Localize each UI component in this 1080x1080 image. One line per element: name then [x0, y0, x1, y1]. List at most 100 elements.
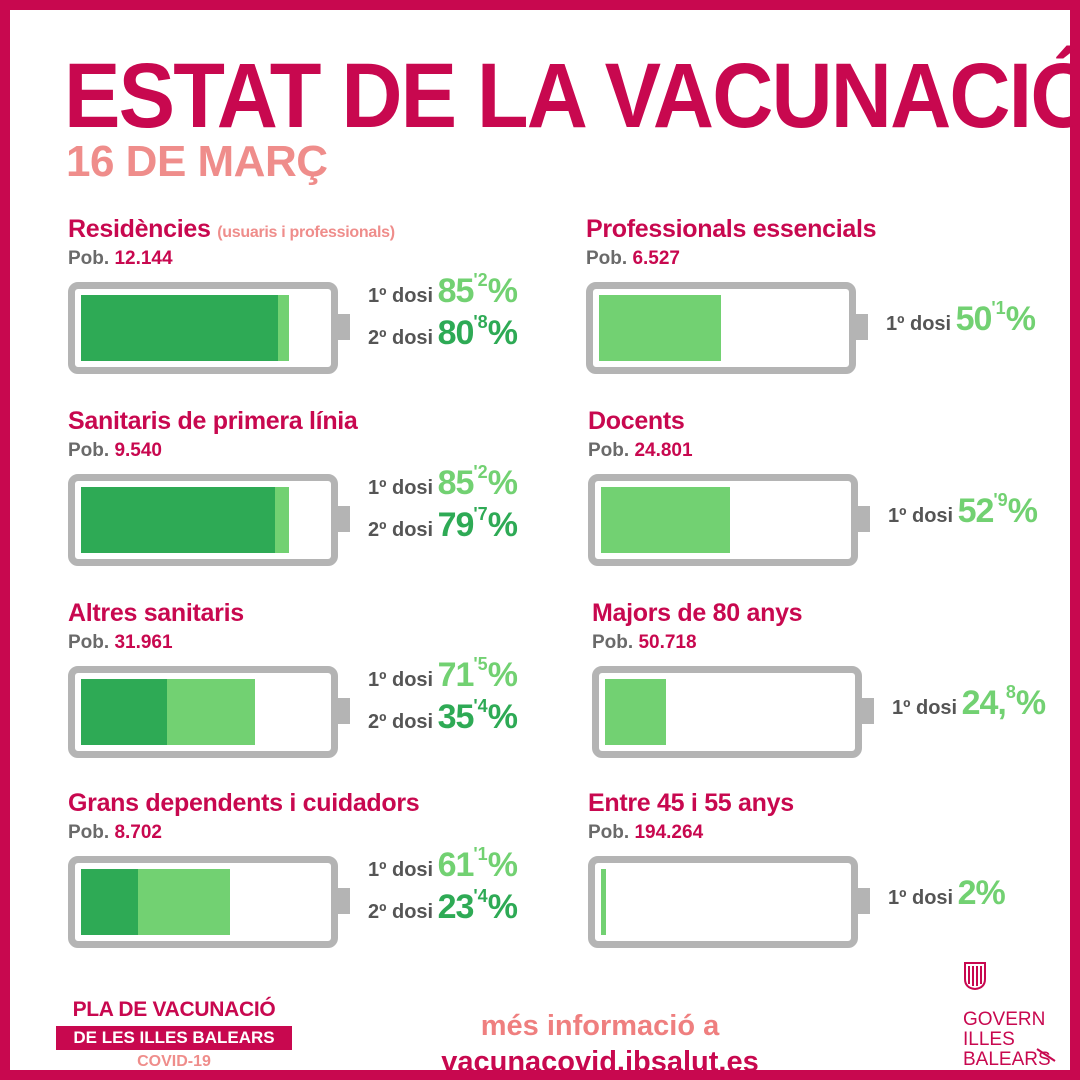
battery-gauge [592, 666, 862, 758]
dose-percent: % [487, 888, 518, 926]
group-title: Residències (usuaris i professionals) [68, 214, 395, 248]
plan-logo: PLA DE VACUNACIÓ DE LES ILLES BALEARS CO… [56, 998, 292, 1072]
more-info-label: més informació a [480, 1010, 720, 1042]
dose-decimal: '8 [473, 312, 488, 332]
dose-int: 71 [437, 656, 475, 694]
population-value: 9.540 [114, 440, 162, 461]
battery-nub [338, 314, 350, 340]
plan-line-2: DE LES ILLES BALEARS [56, 1026, 292, 1050]
logo-slash-icon [1036, 1048, 1056, 1062]
dose-label: 2º dosi [368, 327, 434, 349]
first-dose-value: 1º dosi 85'2% [368, 270, 518, 311]
dose-label: 1º dosi [888, 887, 954, 909]
dose-label: 2º dosi [368, 519, 434, 541]
dose-percent: % [487, 698, 518, 736]
battery-nub [858, 506, 870, 532]
battery-nub [338, 698, 350, 724]
dose-int: 35 [437, 698, 475, 736]
population-value: 12.144 [114, 248, 173, 269]
group-population: Pob. 9.540 [68, 440, 162, 462]
more-info-url[interactable]: vacunacovid.ibsalut.es [441, 1046, 759, 1078]
dose-int: 61 [437, 846, 475, 884]
dose-percent: % [1007, 492, 1038, 530]
group-population: Pob. 24.801 [588, 440, 693, 462]
second-dose-value: 2º dosi 35'4% [368, 696, 518, 737]
dose-decimal: 8 [1005, 682, 1016, 702]
group-name: Professionals essencials [586, 215, 877, 243]
population-value: 50.718 [638, 632, 697, 653]
first-dose-fill [605, 679, 666, 745]
vaccination-group: Docents Pob. 24.801 1º dosi 52'9% [588, 406, 1068, 581]
dose-label: 1º dosi [368, 477, 434, 499]
vaccination-group: Grans dependents i cuidadors Pob. 8.702 1º… [68, 788, 548, 963]
group-population: Pob. 8.702 [68, 822, 162, 844]
dose-int: 79 [437, 506, 475, 544]
govern-line-2: ILLES [963, 1029, 1015, 1050]
second-dose-value: 2º dosi 23'4% [368, 886, 518, 927]
dose-label: 1º dosi [888, 505, 954, 527]
first-dose-value: 1º dosi 85'2% [368, 462, 518, 503]
dose-decimal: '5 [473, 654, 488, 674]
battery-gauge [588, 474, 858, 566]
govern-line-3: BALEARS [963, 1049, 1051, 1070]
dose-percent: % [1005, 300, 1036, 338]
dose-percent: % [487, 314, 518, 352]
first-dose-fill [599, 295, 721, 361]
group-title: Professionals essencials [586, 214, 877, 244]
dose-percent: % [975, 874, 1005, 912]
dose-label: 1º dosi [368, 285, 434, 307]
group-name: Sanitaris de primera línia [68, 407, 358, 435]
group-population: Pob. 31.961 [68, 632, 173, 654]
dose-decimal: '7 [473, 504, 488, 524]
govern-logo: GOVERN ILLES BALEARS [963, 962, 1056, 1074]
dose-decimal: '1 [473, 844, 488, 864]
population-prefix: Pob. [588, 822, 630, 843]
battery-nub [858, 888, 870, 914]
vaccination-group: Altres sanitaris Pob. 31.961 1º dosi 71'5%… [68, 598, 548, 773]
first-dose-fill [601, 487, 730, 553]
group-population: Pob. 12.144 [68, 248, 173, 270]
group-name: Docents [588, 407, 685, 435]
battery-nub [338, 888, 350, 914]
dose-int: 50 [955, 300, 993, 338]
group-subtitle: (usuaris i professionals) [217, 224, 395, 241]
population-prefix: Pob. [586, 248, 628, 269]
population-prefix: Pob. [68, 632, 110, 653]
first-dose-value: 1º dosi 52'9% [888, 490, 1038, 531]
dose-percent: % [487, 272, 518, 310]
dose-decimal: '2 [473, 462, 488, 482]
group-name: Majors de 80 anys [592, 599, 803, 627]
battery-gauge [68, 474, 338, 566]
dose-label: 1º dosi [886, 313, 952, 335]
population-prefix: Pob. [68, 248, 110, 269]
dose-int: 85 [437, 272, 475, 310]
group-title: Docents [588, 406, 685, 436]
battery-gauge [68, 282, 338, 374]
dose-percent: % [1015, 684, 1046, 722]
second-dose-value: 2º dosi 79'7% [368, 504, 518, 545]
population-value: 6.527 [632, 248, 680, 269]
population-value: 24.801 [634, 440, 693, 461]
crest-icon [964, 962, 986, 990]
group-population: Pob. 194.264 [588, 822, 703, 844]
date-subtitle: 16 DE MARÇ [66, 137, 328, 186]
population-value: 194.264 [634, 822, 704, 843]
population-value: 8.702 [114, 822, 162, 843]
govern-text: GOVERN ILLES BALEARS [963, 1010, 1051, 1070]
battery-nub [856, 314, 868, 340]
group-name: Residències [68, 215, 211, 243]
dose-label: 2º dosi [368, 711, 434, 733]
battery-nub [338, 506, 350, 532]
first-dose-value: 1º dosi 50'1% [886, 298, 1036, 339]
dose-int: 24, [961, 684, 1007, 722]
dose-decimal: '1 [991, 298, 1006, 318]
population-prefix: Pob. [68, 822, 110, 843]
first-dose-value: 1º dosi 71'5% [368, 654, 518, 695]
vaccination-group: Residències (usuaris i professionals) Pob… [68, 214, 548, 389]
group-title: Altres sanitaris [68, 598, 244, 628]
second-dose-fill [81, 869, 138, 935]
vaccination-group: Sanitaris de primera línia Pob. 9.540 1º d… [68, 406, 548, 581]
vaccination-group: Majors de 80 anys Pob. 50.718 1º dosi 24,8… [592, 598, 1072, 773]
dose-percent: % [487, 464, 518, 502]
dose-percent: % [487, 506, 518, 544]
